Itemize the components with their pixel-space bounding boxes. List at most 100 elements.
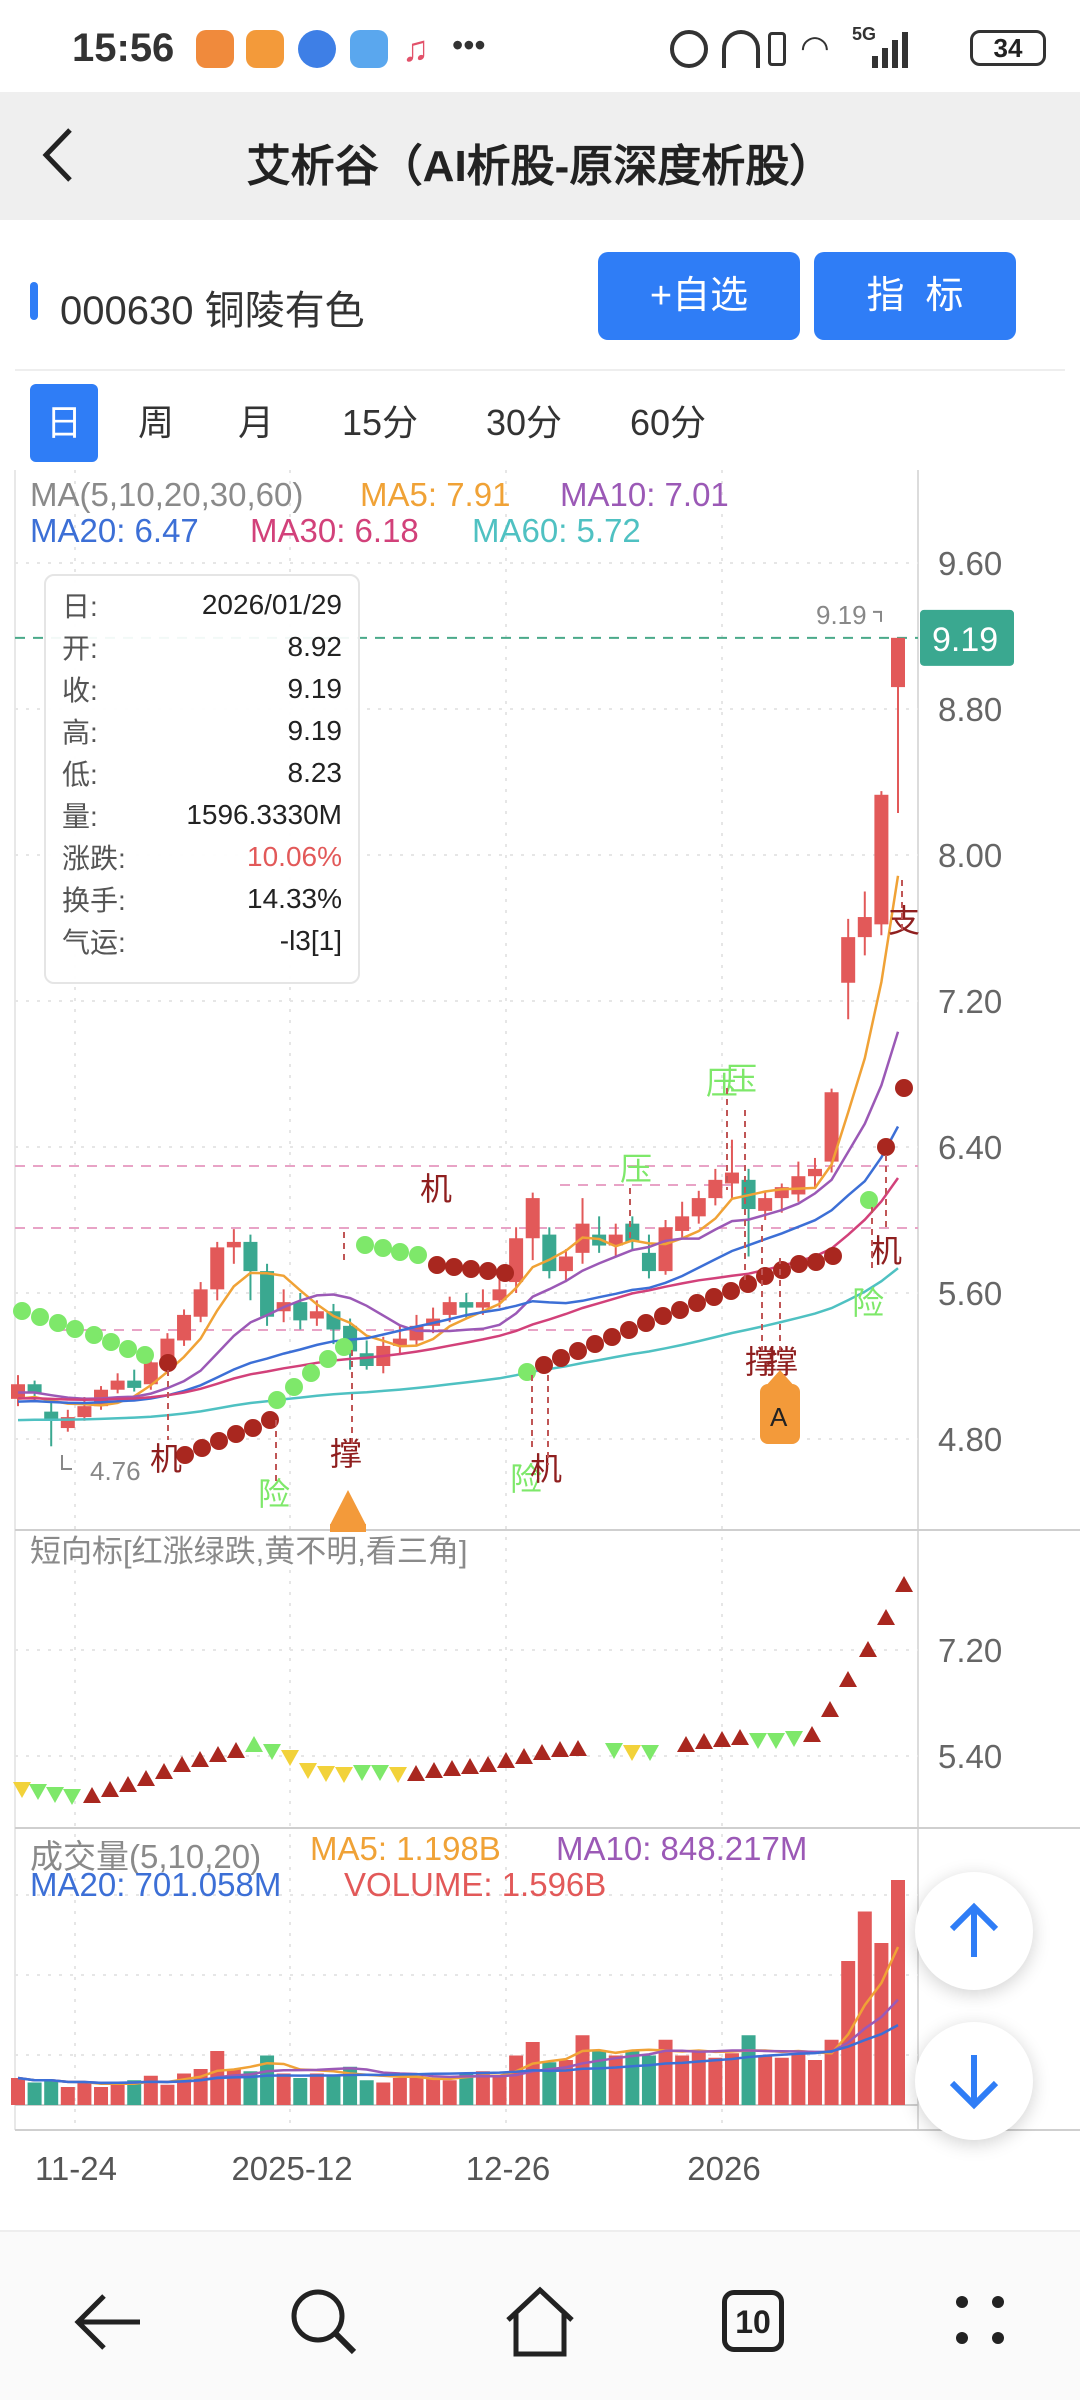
volume-bar (675, 2055, 690, 2105)
short-indicator-triangle (425, 1762, 443, 1778)
candle-body (857, 917, 872, 938)
add-watchlist-button[interactable]: +自选 (598, 252, 800, 340)
ma60-line (17, 1267, 899, 1422)
chance-dot (895, 1079, 913, 1097)
candle-body (492, 1289, 507, 1301)
volume-value-legend: VOLUME: 1.596B (344, 1866, 607, 1903)
risk-dot (374, 1239, 392, 1257)
tab-30min[interactable]: 30分 (485, 402, 563, 443)
tab-week[interactable]: 周 (137, 402, 174, 443)
volume-bar (641, 2055, 656, 2105)
candle-body (708, 1179, 723, 1199)
short-indicator-triangle (137, 1770, 155, 1786)
short-indicator-triangle (877, 1609, 895, 1625)
kline-chart[interactable]: 机撑险机险机压压压撑撑险机支A9.194.76 9.608.808.007.20… (0, 470, 1080, 2230)
high-marker-arrow (873, 610, 882, 622)
risk-dot (136, 1346, 154, 1364)
info-row-volume: 量: 1596.3330M (62, 799, 342, 832)
volume-bar (293, 2078, 308, 2105)
chance-dot (227, 1425, 245, 1443)
volume-bar (426, 2078, 441, 2105)
volume-bar (708, 2057, 723, 2105)
indicator-button[interactable]: 指 标 (814, 252, 1016, 340)
candle-body (359, 1353, 374, 1366)
volume-bar (243, 2071, 258, 2105)
volume-bar (492, 2075, 507, 2105)
short-indicator-triangle (859, 1641, 877, 1657)
candle-body (177, 1314, 192, 1341)
short-indicator-title: 短向标[红涨绿跌,黄不明,看三角] (30, 1534, 468, 1569)
candle-body (791, 1176, 806, 1195)
short-indicator-triangle (605, 1743, 623, 1759)
scroll-up-button[interactable] (915, 1872, 1033, 1990)
short-indicator-triangle (335, 1767, 353, 1783)
wifi-icon: ◠ (800, 29, 830, 67)
ma5-line (17, 875, 900, 1407)
price-tick-label: 9.60 (938, 545, 1002, 582)
volume-ma20-line (17, 2024, 899, 2085)
short-indicator-triangle (713, 1731, 731, 1747)
short-indicator-triangle (173, 1756, 191, 1772)
ma30-legend: MA30: 6.18 (250, 512, 419, 549)
candle-body (309, 1311, 324, 1319)
volume-bar (874, 1943, 889, 2105)
high-marker-text: 9.19 (816, 600, 867, 630)
short-indicator-triangle (29, 1784, 47, 1800)
volume-bar (542, 2062, 557, 2105)
chance-dot (569, 1342, 587, 1360)
volume-bar (758, 2055, 773, 2105)
volume-bar (44, 2080, 59, 2105)
chance-dot (722, 1282, 740, 1300)
nav-menu-icon[interactable] (942, 2282, 1022, 2362)
short-indicator-triangle (695, 1733, 713, 1749)
nav-home-icon[interactable] (500, 2282, 580, 2362)
short-indicator-triangle (46, 1787, 64, 1803)
volume-bar (260, 2055, 275, 2105)
short-indicator-triangle (371, 1765, 389, 1781)
short-indicator-triangle (533, 1744, 551, 1760)
candle-body (60, 1417, 75, 1429)
candle-body (891, 637, 905, 688)
short-tick-label: 7.20 (938, 1632, 1002, 1669)
signal-zhi-label: 支 (888, 902, 920, 940)
nav-back-icon[interactable] (70, 2282, 150, 2362)
risk-dot (66, 1320, 84, 1338)
short-indicator-triangle (13, 1782, 31, 1798)
a-marker-triangle (330, 1490, 366, 1525)
short-indicator-triangle (767, 1733, 785, 1749)
signal-machine-label: 机 (150, 1440, 182, 1478)
music-app-icon: ♫ (402, 28, 429, 69)
volume-bar (376, 2082, 391, 2105)
tab-month[interactable]: 月 (237, 402, 274, 443)
ma60-legend: MA60: 5.72 (472, 512, 641, 549)
candle-body (774, 1187, 789, 1199)
more-notifications-icon: ••• (452, 27, 486, 63)
tab-60min[interactable]: 60分 (629, 402, 707, 443)
signal-risk-label: 险 (258, 1475, 290, 1513)
info-row-turnover: 换手: 14.33% (62, 883, 342, 916)
volume-bar (77, 2082, 92, 2105)
volume-bar (475, 2071, 490, 2105)
candle-body (44, 1411, 59, 1421)
short-indicator-triangle (245, 1736, 263, 1752)
back-arrow-icon[interactable] (38, 122, 88, 188)
nav-tabs-button[interactable]: 10 (722, 2282, 802, 2362)
last-price-tag (920, 609, 1014, 666)
candle-body (658, 1227, 673, 1272)
risk-dot (268, 1391, 286, 1409)
divider (15, 369, 1065, 371)
candle-body (608, 1234, 623, 1246)
volume-bar (276, 2073, 291, 2105)
volume-bar (160, 2084, 175, 2105)
signal-pressure-label: 压 (620, 1150, 652, 1188)
tab-15min[interactable]: 15分 (341, 402, 419, 443)
chance-dot (552, 1349, 570, 1367)
scroll-down-button[interactable] (915, 2022, 1033, 2140)
tab-day[interactable]: 日 (30, 384, 98, 462)
volume-bar (110, 2082, 125, 2105)
headset-icon (722, 30, 760, 68)
volume-bar (658, 2039, 673, 2105)
nav-search-icon[interactable] (284, 2282, 364, 2362)
short-indicator-triangle (191, 1751, 209, 1767)
short-indicator-triangle (785, 1731, 803, 1747)
